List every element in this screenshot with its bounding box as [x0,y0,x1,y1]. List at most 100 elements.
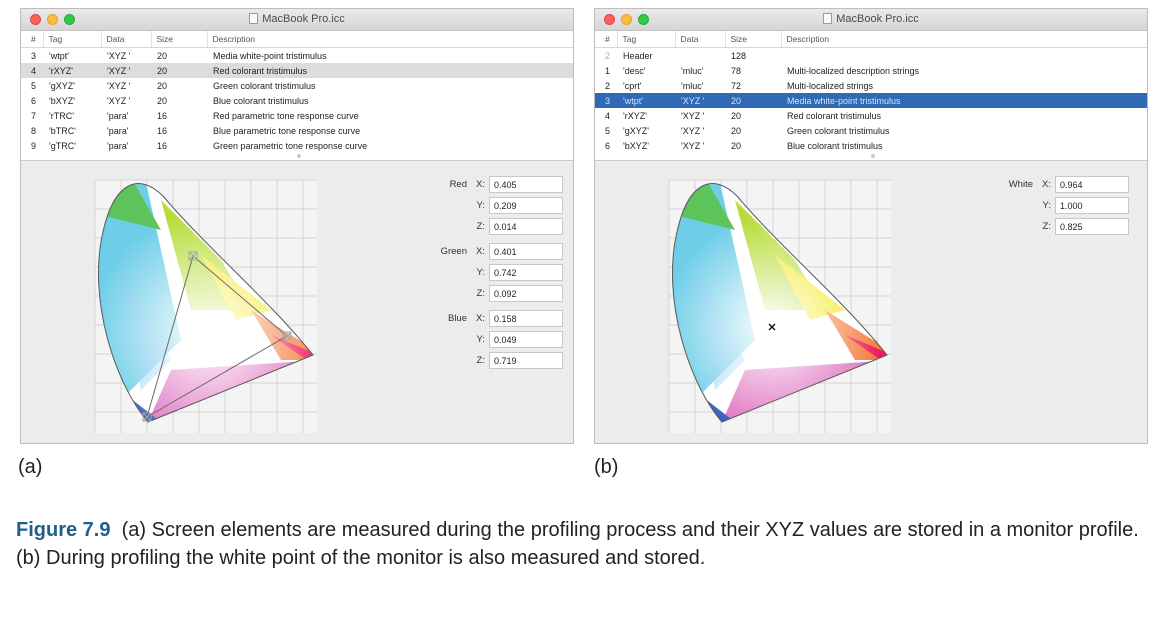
column-header-num[interactable]: # [21,31,43,48]
tag-table-container[interactable]: # Tag Data Size Description 3'wtpt' 'XYZ ' 20 M… [21,31,573,161]
resize-handle[interactable] [871,154,875,158]
cell-num: 5 [31,80,37,91]
cell-data [675,48,725,64]
table-row[interactable]: 1 'desc' 'mluc' 78 Multi-localized descripti… [595,63,1147,78]
close-button[interactable] [604,14,615,25]
chromaticity-diagram [595,160,1147,443]
white-x-field[interactable]: 0.964 [1055,176,1129,193]
blue-x-field[interactable]: 0.158 [489,310,563,327]
coord-row: Blue X: 0.158 [425,310,573,331]
minimize-button[interactable] [621,14,632,25]
red-x-field[interactable]: 0.405 [489,176,563,193]
axis-label-x: X: [476,313,485,324]
cell-tag: 'wtpt' [617,93,675,108]
column-header-size[interactable]: Size [150,31,207,48]
column-header-data[interactable]: Data [100,31,151,48]
cell-desc: Multi-localized description strings [787,65,920,76]
panel-label-a: (a) [18,456,43,478]
red-y-field[interactable]: 0.209 [489,197,563,214]
column-header-tag[interactable]: Tag [42,31,101,48]
white-point-marker[interactable] [768,323,776,331]
cell-tag: 'rXYZ' [623,110,647,121]
cell-tag: 'gXYZ' [49,80,75,91]
cell-tag: 'gTRC' [49,140,76,151]
cell-num: 6 [31,95,37,106]
tag-table-container[interactable]: # Tag Data Size Description 2 Header 128 1 'desc… [595,31,1147,161]
coord-row: Z: 0.719 [425,352,573,373]
tag-table: # Tag Data Size Description 2 Header 128 1 'desc… [595,31,1147,153]
column-header-size[interactable]: Size [724,31,781,48]
white-z-field[interactable]: 0.825 [1055,218,1129,235]
table-row[interactable]: 8 'bTRC' 'para' 16 Blue parametric tone resp… [21,123,573,138]
panel-label-b: (b) [594,456,619,478]
table-row[interactable]: 4'rXYZ' 'XYZ ' 20 Red colorant tristimulus [595,108,1147,123]
column-header-desc[interactable]: Description [206,31,573,48]
zoom-button[interactable] [64,14,75,25]
blue-y-field[interactable]: 0.049 [489,331,563,348]
table-row[interactable]: 2 'cprt' 'mluc' 72 Multi-localized strings [595,78,1147,93]
cell-size: 20 [151,63,207,78]
red-z-field[interactable]: 0.014 [489,218,563,235]
coord-row: Y: 0.742 [425,264,573,285]
axis-label-z: Z: [476,355,485,366]
axis-label-z: Z: [476,221,485,232]
table-row[interactable]: 4'rXYZ' 'XYZ ' 20 Red colorant tristimulus [21,63,573,78]
table-row[interactable]: 6 'bXYZ' 'XYZ ' 20 Blue colorant tristimulus [21,93,573,108]
green-z-field[interactable]: 0.092 [489,285,563,302]
axis-label-y: Y: [476,267,485,278]
cell-desc: Media white-point tristimulus [781,93,1147,108]
title-bar: MacBook Pro.icc [21,9,573,31]
figure-label: Figure 7.9 [16,519,111,541]
table-row[interactable]: 3'wtpt' 'XYZ ' 20 Media white-point tristim… [21,48,573,64]
cell-data: 'para' [107,110,129,121]
cell-desc: Green colorant tristimulus [213,80,316,91]
cell-num: 2 [605,80,611,91]
resize-handle[interactable] [297,154,301,158]
column-header-tag[interactable]: Tag [616,31,675,48]
cell-size: 78 [731,65,742,76]
cell-tag: 'cprt' [623,80,642,91]
coord-row: Y: 1.000 [991,197,1147,218]
close-button[interactable] [30,14,41,25]
column-header-desc[interactable]: Description [780,31,1147,48]
window-title: MacBook Pro.icc [595,13,1147,25]
red-primary-marker[interactable] [282,331,292,341]
spectral-locus-outline [97,183,314,423]
table-row[interactable]: 6 'bXYZ' 'XYZ ' 20 Blue colorant tristimulus [595,138,1147,153]
blue-z-field[interactable]: 0.719 [489,352,563,369]
group-label-green: Green [440,246,467,257]
cell-desc: Green parametric tone response curve [213,140,368,151]
table-row[interactable]: 7 'rTRC' 'para' 16 Red parametric tone respo… [21,108,573,123]
column-header-num[interactable]: # [595,31,617,48]
table-row[interactable]: 5 'gXYZ' 'XYZ ' 20 Green colorant tristimulu… [21,78,573,93]
document-icon [823,13,833,24]
table-row[interactable]: 5 'gXYZ' 'XYZ ' 20 Green colorant tristimulu… [595,123,1147,138]
zoom-button[interactable] [638,14,649,25]
axis-label-x: X: [476,246,485,257]
green-x-field[interactable]: 0.401 [489,243,563,260]
gamut-triangle [146,255,288,419]
cell-desc: Multi-localized strings [787,80,874,91]
cell-data: 'XYZ ' [107,50,131,61]
green-y-field[interactable]: 0.742 [489,264,563,281]
cell-data: 'XYZ ' [101,63,151,78]
axis-label-y: Y: [1042,200,1051,211]
cell-size: 20 [157,80,168,91]
group-label-red: Red [449,179,467,190]
xyz-values-panel: White X: 0.964 Y: 1.000 Z: 0.825 [991,176,1147,239]
white-y-field[interactable]: 1.000 [1055,197,1129,214]
table-row[interactable]: 3'wtpt' 'XYZ ' 20 Media white-point tristim… [595,93,1147,108]
coord-row: Y: 0.049 [425,331,573,352]
axis-label-x: X: [476,179,485,190]
column-header-data[interactable]: Data [674,31,725,48]
cell-tag: 'bXYZ' [49,95,75,106]
blue-primary-marker[interactable] [142,412,152,422]
coord-row: Green X: 0.401 [425,243,573,264]
green-primary-marker[interactable] [188,251,198,261]
table-row[interactable]: 9 'gTRC' 'para' 16 Green parametric tone res… [21,138,573,153]
cell-data: 'mluc' [681,80,704,91]
minimize-button[interactable] [47,14,58,25]
table-row[interactable]: 2 Header 128 [595,48,1147,64]
cell-desc: Green colorant tristimulus [787,125,890,136]
cell-data: 'XYZ ' [681,110,705,121]
